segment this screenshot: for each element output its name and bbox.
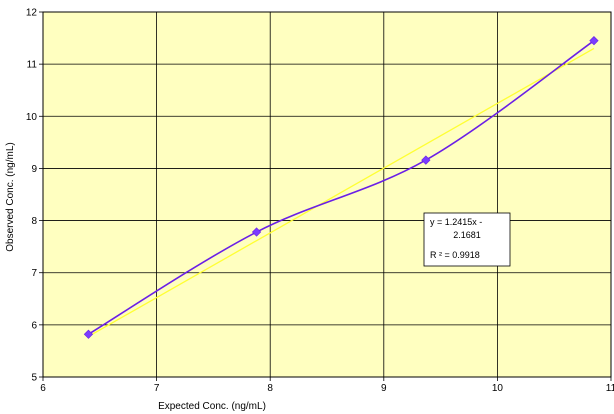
series-layer	[83, 36, 599, 339]
data-point	[421, 155, 431, 165]
y-tick-label: 9	[31, 164, 37, 175]
x-tick-label: 10	[492, 383, 504, 394]
x-axis-title: Expected Conc. (ng/mL)	[158, 401, 266, 412]
y-tick-label: 7	[31, 268, 37, 279]
equation-line: y = 1.2415x -	[430, 217, 482, 227]
equation-box: y = 1.2415x - 2.1681 R ² = 0.9918	[423, 212, 511, 267]
trendline-layer	[88, 47, 595, 338]
x-tick-label: 8	[267, 383, 273, 394]
series-line	[88, 40, 595, 335]
x-tick-label: 6	[40, 383, 46, 394]
data-point	[251, 227, 262, 237]
y-tick-label: 5	[31, 373, 37, 384]
y-tick-label: 11	[27, 60, 38, 71]
equation-line: R ² = 0.9918	[430, 250, 480, 260]
plot-background	[42, 11, 612, 378]
x-tick-label: 11	[606, 383, 614, 394]
x-tick-label: 9	[381, 383, 387, 394]
y-tick-label: 8	[31, 216, 37, 227]
gridlines	[39, 11, 612, 381]
x-tick-label: 7	[154, 383, 160, 394]
y-tick-label: 10	[26, 112, 38, 123]
y-axis-title: Observed Conc. (ng/mL)	[5, 142, 16, 252]
y-tick-label: 6	[31, 320, 37, 331]
trendline	[88, 47, 595, 338]
y-tick-label: 12	[26, 8, 38, 19]
equation-box-frame	[423, 212, 511, 267]
data-point	[589, 36, 599, 46]
equation-line: 2.1681	[453, 230, 481, 240]
data-point	[83, 329, 94, 339]
